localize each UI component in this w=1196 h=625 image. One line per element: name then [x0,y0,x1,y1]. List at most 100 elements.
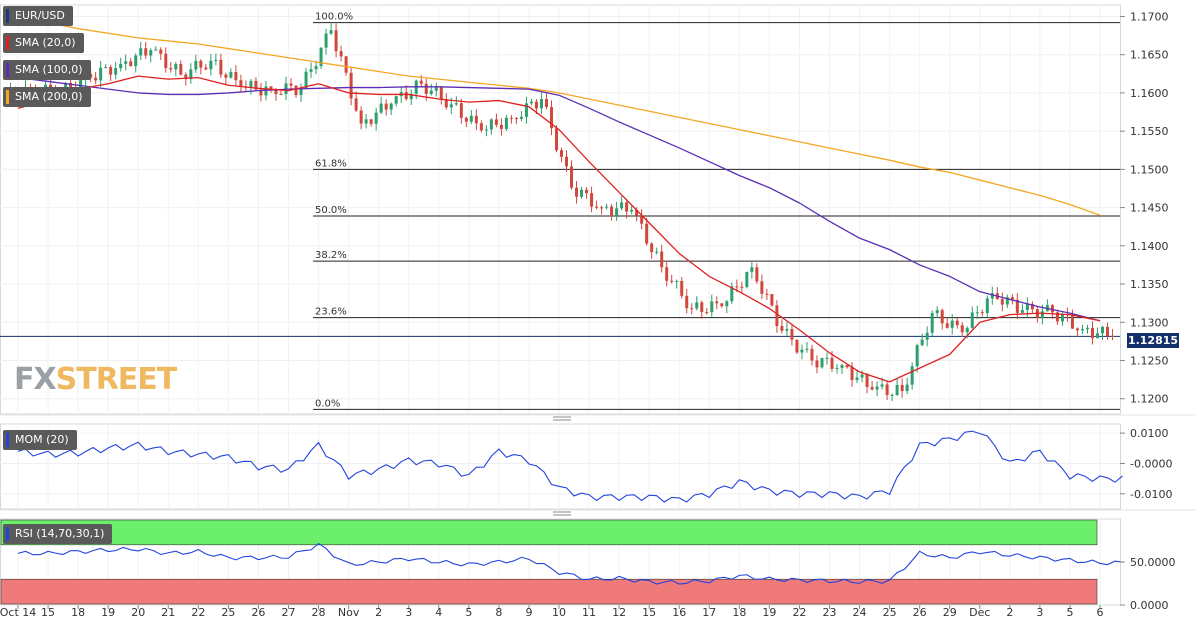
candle-body [945,323,949,328]
x-tick-label: 19 [762,606,776,619]
x-tick-label: 11 [582,606,596,619]
mom-line [17,430,1123,503]
candle-body [514,118,518,120]
candle-body [354,98,358,111]
legend-sma200[interactable]: SMA (200,0) [3,87,91,107]
candle-body [935,310,939,314]
legend-instrument[interactable]: EUR/USD [3,6,73,26]
candle-body [735,286,739,288]
candle-body [454,103,458,105]
candle-body [89,73,93,78]
candle-body [810,348,814,361]
sma20-swatch [6,36,9,50]
mom-tick-label: 0.0100 [1130,427,1169,440]
candle-body [565,156,569,167]
candle-body [655,251,659,253]
candle-body [690,308,694,310]
candle-body [860,374,864,378]
x-tick-label: 28 [312,606,326,619]
candle-body [174,63,178,70]
candle-body [750,267,754,272]
candle-body [640,215,644,224]
candle-body [965,327,969,333]
fib-level-label: 61.8% [315,158,347,169]
fib-level-label: 23.6% [315,307,347,318]
candle-body [940,310,944,324]
candle-body [494,119,498,125]
candle-body [605,206,609,208]
x-tick-label: 24 [853,606,867,619]
y-tick-label: 1.1550 [1130,125,1169,138]
candle-body [930,313,934,333]
current-price-tag: 1.12815 [1127,333,1179,348]
candle-body [119,63,123,69]
candle-body [870,387,874,390]
candle-body [219,59,223,75]
legend-sma100[interactable]: SMA (100,0) [3,60,91,80]
candle-body [549,107,553,129]
x-tick-label: 26 [251,606,265,619]
candle-body [1085,327,1089,330]
y-tick-label: 1.1500 [1130,163,1169,176]
x-tick-label: 3 [405,606,412,619]
candle-body [815,360,819,368]
x-tick-label: Oct 14 [0,606,36,619]
candle-body [214,59,218,61]
x-tick-label: 18 [732,606,746,619]
candle-body [730,286,734,302]
candle-body [970,312,974,328]
candle-body [194,60,198,70]
x-tick-label: 20 [131,606,145,619]
candle-body [985,298,989,314]
candle-body [539,99,543,109]
candle-body [885,384,889,395]
candle-body [69,82,73,89]
candle-body [159,49,163,54]
x-tick-label: Dec [969,606,990,619]
candle-body [1111,335,1115,337]
candle-body [474,115,478,124]
candle-body [1000,299,1004,305]
candle-body [975,312,979,314]
candle-body [1030,303,1034,310]
x-tick-label: 2 [1006,606,1013,619]
candle-body [620,202,624,209]
candle-body [264,86,268,96]
candle-body [234,71,238,81]
legend-sma20[interactable]: SMA (20,0) [3,33,84,53]
candle-body [760,281,764,294]
x-tick-label: 16 [672,606,686,619]
mom-tick-label: -0.0100 [1130,488,1172,501]
sma100-label: SMA (100,0) [15,63,83,76]
candle-body [590,193,594,207]
candle-body [299,88,303,96]
x-tick-label: 5 [465,606,472,619]
candle-body [1010,297,1014,300]
candle-body [114,68,118,75]
mom-label: MOM (20) [15,433,69,446]
candle-body [439,87,443,100]
sma100-swatch [6,63,9,77]
candle-body [524,103,528,117]
candle-body [459,103,463,118]
y-tick-label: 1.1350 [1130,278,1169,291]
y-tick-label: 1.1600 [1130,87,1169,100]
candle-body [429,90,433,94]
candle-body [600,207,604,209]
x-tick-label: 25 [221,606,235,619]
moving-averages [17,15,1101,383]
legend-rsi[interactable]: RSI (14,70,30,1) [3,524,113,544]
legend-mom[interactable]: MOM (20) [3,430,77,450]
candle-body [835,367,839,369]
fib-level-label: 50.0% [315,205,347,216]
candle-body [499,124,503,129]
candle-body [840,365,844,368]
candle-body [615,208,619,216]
candle-body [384,103,388,110]
candle-body [374,112,378,124]
candle-body [875,386,879,390]
candle-body [955,320,959,326]
x-tick-label: 18 [71,606,85,619]
sma200-line [17,15,1101,216]
